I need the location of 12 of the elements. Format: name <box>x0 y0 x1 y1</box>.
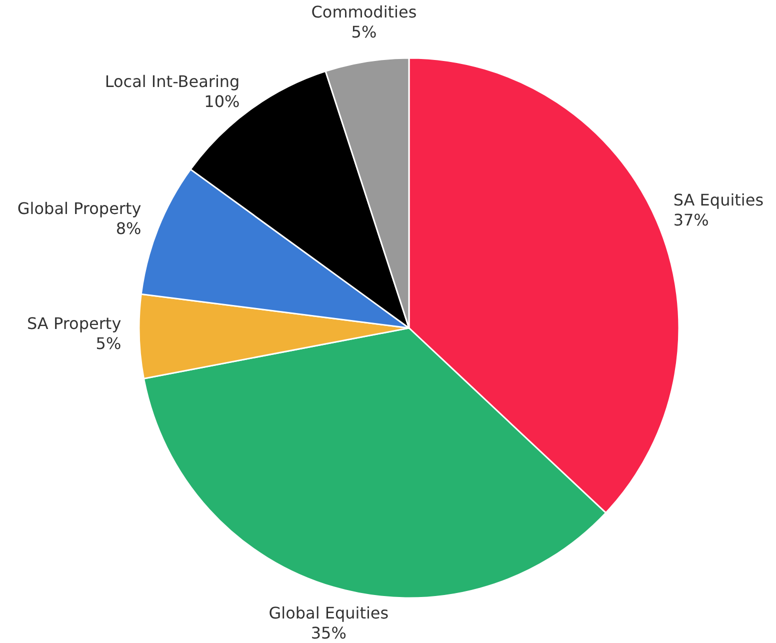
slice-label: Local Int-Bearing <box>104 72 240 92</box>
data-label: 5% <box>351 22 377 42</box>
slice-label: SA Property <box>26 314 122 334</box>
data-label: 35% <box>310 624 346 643</box>
slice-label: Global Property <box>17 198 142 218</box>
slice-label: Global Equities <box>268 604 389 623</box>
slice-label: SA Equities <box>673 190 764 210</box>
data-label: 8% <box>116 218 142 238</box>
slice-label: Commodities <box>311 2 417 22</box>
data-label: 10% <box>204 92 240 112</box>
data-label: 5% <box>96 334 122 354</box>
data-label: 37% <box>673 210 709 230</box>
